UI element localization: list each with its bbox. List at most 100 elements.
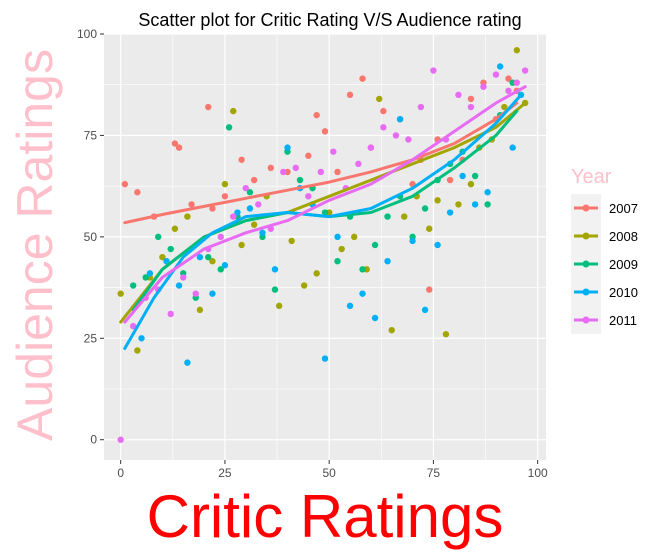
legend-dot-2009 <box>582 260 590 268</box>
point-2009 <box>246 189 254 196</box>
point-2010 <box>334 233 341 241</box>
y-tick-label: 100 <box>77 27 97 41</box>
legend-title: Year <box>571 166 612 188</box>
chart-title: Scatter plot for Critic Rating V/S Audie… <box>138 10 521 30</box>
point-2010 <box>259 229 266 236</box>
point-2010 <box>434 241 441 249</box>
point-2010 <box>396 116 404 123</box>
point-2011 <box>455 91 462 99</box>
point-2007 <box>175 144 183 151</box>
point-2010 <box>271 266 279 273</box>
point-2008 <box>338 245 345 253</box>
point-2009 <box>167 245 174 253</box>
point-2011 <box>317 168 325 176</box>
point-2011 <box>417 103 425 111</box>
point-2011 <box>305 193 312 200</box>
x-tick-label: 100 <box>528 466 548 480</box>
grid-lines <box>104 33 546 460</box>
point-2008 <box>196 306 204 314</box>
point-2008 <box>388 326 395 334</box>
point-2011 <box>180 274 187 281</box>
point-2011 <box>392 132 400 139</box>
point-2009 <box>271 286 279 293</box>
point-2011 <box>242 184 249 192</box>
point-2007 <box>321 128 329 135</box>
point-2007 <box>188 201 195 208</box>
x-tick-label: 25 <box>218 466 232 480</box>
point-2009 <box>142 274 149 281</box>
point-2011 <box>367 144 375 151</box>
point-2007 <box>267 164 274 172</box>
point-2010 <box>163 258 170 265</box>
point-2007 <box>334 168 341 176</box>
point-2011 <box>192 290 199 297</box>
point-2009 <box>421 205 429 212</box>
point-2008 <box>313 270 320 277</box>
point-2011 <box>355 160 362 168</box>
x-axis-label: Critic Ratings <box>147 483 504 550</box>
point-2008 <box>184 213 191 220</box>
point-2010 <box>359 290 366 297</box>
point-2008 <box>221 180 229 188</box>
x-tick-label: 0 <box>117 466 124 480</box>
point-2011 <box>380 124 387 131</box>
point-2010 <box>346 302 354 310</box>
point-2011 <box>330 148 337 155</box>
point-2011 <box>467 103 475 111</box>
point-2008 <box>134 347 141 354</box>
legend-dot-2008 <box>582 232 590 240</box>
point-2010 <box>471 201 479 208</box>
point-2008 <box>401 213 408 220</box>
point-2011 <box>117 436 124 443</box>
point-2011 <box>480 83 487 90</box>
point-2008 <box>455 201 462 208</box>
point-2011 <box>513 79 521 86</box>
point-2010 <box>446 209 454 216</box>
point-2008 <box>230 107 237 115</box>
point-2007 <box>446 176 454 184</box>
point-2007 <box>305 152 312 159</box>
legend-label-2007: 2007 <box>609 201 638 216</box>
point-2009 <box>371 241 379 249</box>
y-tick-label: 50 <box>84 230 98 244</box>
legend-dot-2007 <box>582 204 590 212</box>
point-2007 <box>209 205 216 212</box>
legend: 2007 2008 2009 2010 2011 <box>571 194 638 334</box>
point-2007 <box>346 91 354 99</box>
point-2011 <box>492 71 500 78</box>
point-2011 <box>405 136 412 143</box>
x-tick-label: 50 <box>322 466 336 480</box>
point-2007 <box>134 189 141 196</box>
legend-label-2008: 2008 <box>609 229 638 244</box>
point-2010 <box>496 63 504 70</box>
point-2011 <box>255 201 262 208</box>
point-2009 <box>225 124 233 131</box>
point-2008 <box>467 180 475 188</box>
point-2007 <box>505 75 512 82</box>
point-2008 <box>300 282 308 289</box>
point-2009 <box>217 266 224 273</box>
point-2009 <box>471 172 479 180</box>
point-2010 <box>221 262 229 269</box>
point-2011 <box>217 233 224 241</box>
point-2007 <box>221 193 229 200</box>
point-2011 <box>280 168 287 176</box>
x-tick-label: 75 <box>427 466 441 480</box>
legend-dot-2010 <box>582 288 590 296</box>
point-2010 <box>234 209 241 216</box>
trend-lines <box>119 85 527 350</box>
point-2011 <box>521 67 529 74</box>
point-2008 <box>426 225 433 232</box>
point-2007 <box>238 156 245 163</box>
trend-line-2011 <box>123 85 527 324</box>
point-2011 <box>430 67 437 74</box>
point-2010 <box>146 270 154 277</box>
point-2008 <box>238 241 245 249</box>
point-2010 <box>246 205 254 212</box>
point-2008 <box>376 95 383 103</box>
point-2011 <box>292 164 300 172</box>
point-2009 <box>296 176 304 184</box>
point-2008 <box>159 253 166 261</box>
point-2010 <box>409 237 416 245</box>
